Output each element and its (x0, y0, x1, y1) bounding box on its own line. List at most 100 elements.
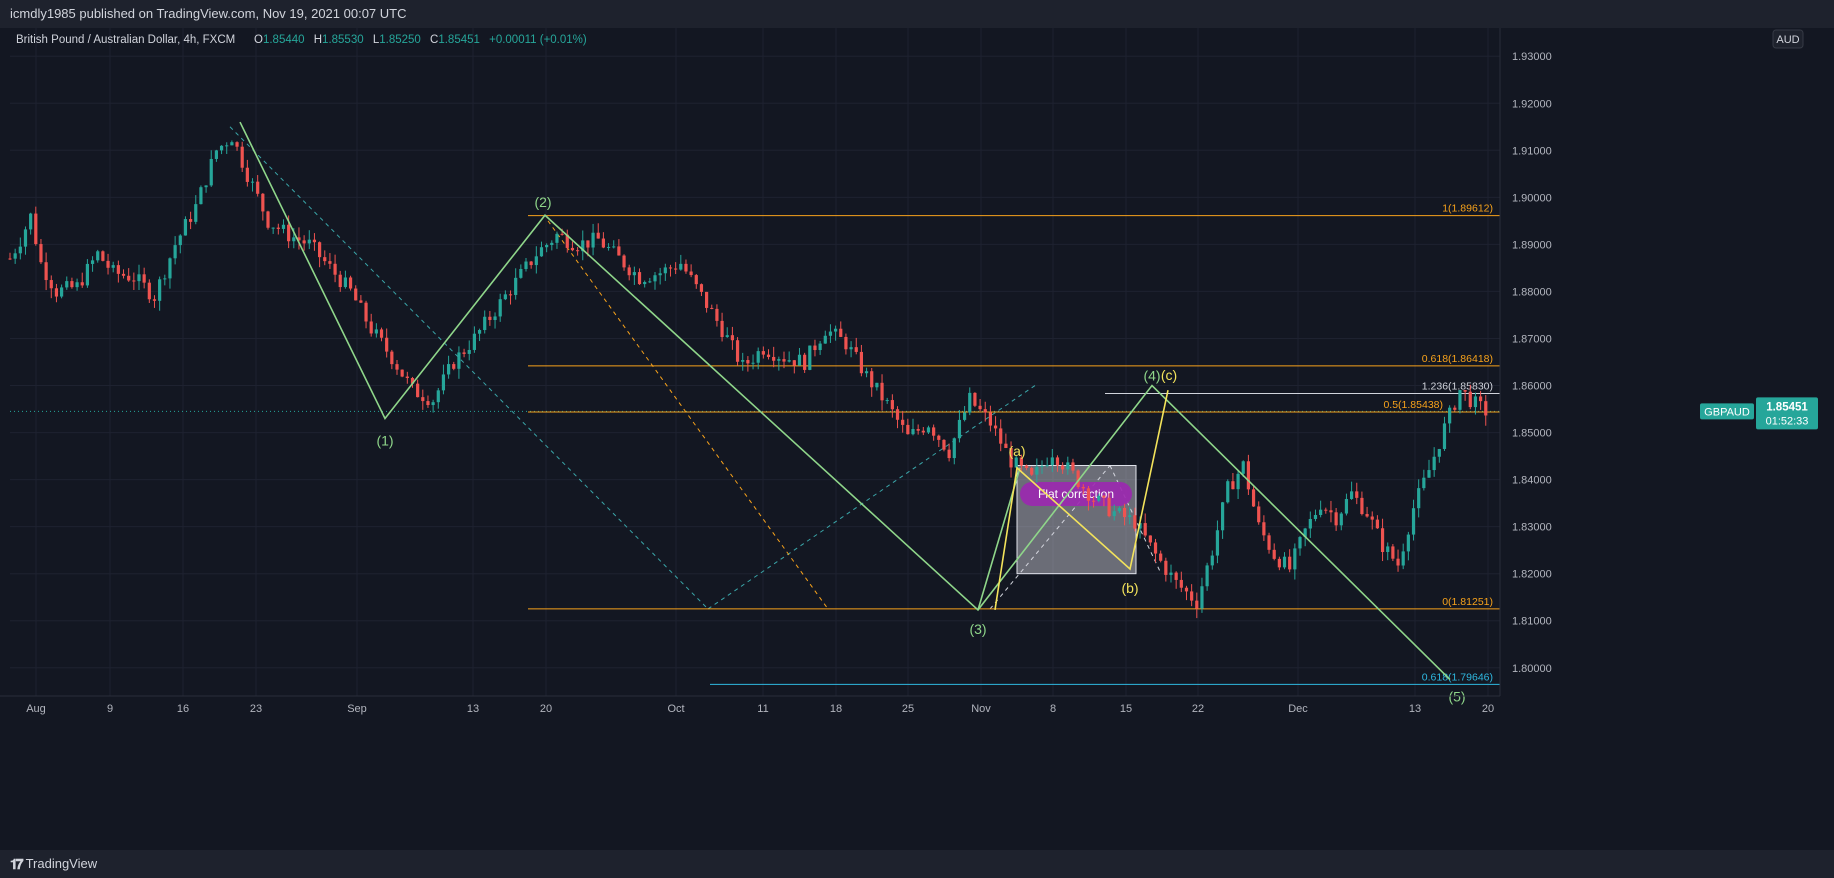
candle-body (963, 412, 967, 420)
candle-body (844, 336, 848, 350)
candle-body (256, 181, 260, 194)
candle-body (199, 187, 203, 205)
candle-body (1215, 530, 1220, 556)
channel-line (707, 385, 1036, 610)
candle-body (555, 233, 559, 243)
candle-body (1453, 407, 1457, 410)
candle-body (1184, 587, 1189, 592)
candle-body (988, 412, 992, 426)
candle-body (235, 142, 239, 147)
candle-body (730, 335, 734, 341)
candle-body (462, 352, 466, 354)
candle-body (761, 351, 765, 355)
candle-body (859, 351, 863, 374)
candle-body (777, 359, 781, 361)
candle-body (534, 256, 538, 266)
candle-body (1417, 488, 1421, 509)
candle-body (147, 282, 151, 300)
candle-body (839, 328, 843, 337)
candle-body (539, 247, 544, 257)
candle-body (483, 316, 487, 331)
fib-level-label: 0.618(1.79646) (1422, 671, 1493, 683)
candle-body (1236, 473, 1240, 490)
candle-body (529, 261, 533, 266)
wave-label-a: (a) (1008, 443, 1025, 459)
candle-body (880, 382, 884, 401)
candle-body (612, 246, 616, 248)
tradingview-logo-icon: 𝟏𝟕 (10, 856, 24, 872)
elliott-wave-lines[interactable] (239, 121, 1451, 681)
candle-body (8, 258, 12, 260)
candle-body (168, 258, 172, 279)
candle-body (457, 352, 461, 369)
candle-body (75, 282, 79, 288)
wave-label-c: (c) (1161, 367, 1177, 383)
candle-body (926, 427, 931, 433)
candle-body (694, 275, 698, 285)
correction-wave-line (994, 390, 1169, 611)
candle-body (1411, 508, 1416, 535)
candle-body (116, 265, 120, 274)
candle-body (318, 242, 322, 258)
candle-body (797, 354, 802, 366)
time-tick-label: 8 (1050, 703, 1056, 715)
candle-body (1313, 515, 1318, 519)
candle-body (978, 405, 982, 410)
price-axis[interactable]: 1.80000 1.81000 1.82000 1.83000 1.84000 1.850… (1499, 28, 1834, 850)
price-tick-label: 1.84000 (1512, 475, 1552, 487)
candle-body (834, 328, 838, 332)
candle-body (245, 167, 249, 182)
wave-label-5: (5) (1448, 689, 1465, 705)
candle-body (591, 232, 595, 248)
candle-body (477, 330, 482, 334)
fib-level-label: 0(1.81251) (1442, 596, 1493, 608)
candle-body (942, 439, 946, 450)
candle-body (1484, 401, 1488, 416)
candle-body (911, 429, 915, 435)
candle-body (503, 294, 507, 300)
time-tick-label: 23 (250, 703, 262, 715)
candle-body (323, 257, 327, 262)
candle-body (1148, 535, 1152, 543)
candle-body (39, 244, 43, 263)
candle-body (29, 213, 33, 230)
tradingview-logo[interactable]: 𝟏𝟕 TradingView (10, 850, 97, 878)
candle-body (1153, 542, 1158, 554)
candle-body (1061, 465, 1065, 470)
candle-body (441, 374, 446, 391)
candle-body (735, 340, 740, 362)
candle-body (1040, 465, 1044, 467)
candle-body (354, 288, 358, 301)
price-tick-label: 1.88000 (1512, 286, 1552, 298)
candle-body (405, 376, 409, 379)
time-tick-label: 15 (1120, 703, 1132, 715)
price-chart[interactable]: 1(1.89612) 0.618(1.86418) 1.236(1.85830) 0.… (0, 28, 1834, 850)
candle-body (1210, 555, 1214, 566)
wave-labels: (1) (2) (3) (4) (5) (a) (b) (c) (376, 194, 1465, 704)
time-axis[interactable]: Aug 9 16 23 Sep 13 20 Oct 11 18 25 Nov 8 15 22 Dec 13 20 (0, 695, 1500, 715)
candle-body (766, 354, 771, 357)
candle-body (261, 193, 265, 212)
candle-body (333, 263, 337, 275)
candle-body (137, 274, 141, 282)
candle-body (1442, 423, 1447, 449)
candle-body (498, 299, 502, 317)
candle-body (983, 409, 987, 413)
candle-body (312, 239, 317, 243)
candle-body (1386, 546, 1390, 553)
candle-body (648, 281, 652, 283)
price-tick-label: 1.80000 (1512, 663, 1552, 675)
candle-body (1473, 396, 1478, 408)
candle-body (792, 360, 796, 366)
candle-body (1463, 390, 1467, 392)
candle-body (395, 364, 399, 370)
candle-body (34, 213, 38, 245)
candle-body (1035, 466, 1039, 475)
candle-body (787, 360, 791, 362)
candle-body (1117, 507, 1121, 512)
currency-badge[interactable]: AUD (1772, 29, 1804, 49)
candle-body (895, 409, 900, 420)
candle-body (1102, 495, 1106, 498)
candle-body (808, 345, 812, 370)
candle-body (1355, 491, 1359, 498)
